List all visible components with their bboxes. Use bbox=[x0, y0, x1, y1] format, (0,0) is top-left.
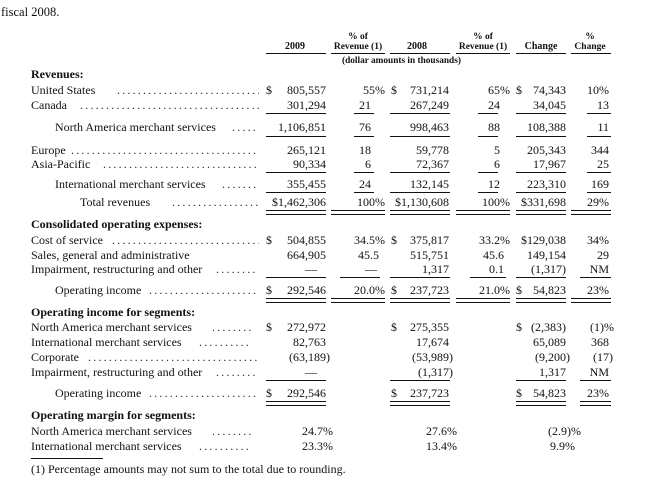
header-pct-revenue-2009: % of Revenue (1) bbox=[333, 32, 383, 52]
header-2009: 2009 bbox=[285, 41, 305, 52]
row-canada: Canada .................................… bbox=[31, 98, 609, 112]
row-segment-impairment: Impairment, restructuring and other ....… bbox=[31, 365, 609, 379]
row-international-merchant-services: International merchant services ....... … bbox=[55, 177, 609, 191]
row-margin-north-america: North America merchant services ........… bbox=[31, 424, 581, 438]
row-segment-corporate: Corporate ..............................… bbox=[31, 350, 613, 364]
row-margin-international: International merchant services ........… bbox=[31, 439, 575, 453]
row-total-revenues: Total revenues ................. $1,462,… bbox=[80, 195, 609, 209]
row-cost-of-service: Cost of service ........................… bbox=[31, 233, 609, 247]
row-segment-north-america: North America merchant services ........… bbox=[31, 320, 614, 334]
header-pct-revenue-2008: % of Revenue (1) bbox=[458, 32, 508, 52]
row-segment-international: International merchant services ........… bbox=[31, 335, 609, 349]
header-pct-change: % Change bbox=[574, 32, 606, 52]
units-note: (dollar amounts in thousands) bbox=[342, 56, 461, 66]
footnote: (1) Percentage amounts may not sum to th… bbox=[31, 462, 346, 476]
header-change: Change bbox=[524, 41, 558, 52]
section-segment-operating-income: Operating income for segments: bbox=[31, 305, 196, 319]
row-sales-general-administrative: Sales, general and administrative 664,90… bbox=[31, 248, 609, 262]
row-impairment-restructuring: Impairment, restructuring and other ....… bbox=[31, 262, 609, 276]
intro-line: fiscal 2008. bbox=[1, 5, 60, 19]
section-operating-expenses: Consolidated operating expenses: bbox=[31, 217, 203, 231]
section-revenues: Revenues: bbox=[31, 67, 84, 81]
row-asia-pacific: Asia-Pacific ...........................… bbox=[31, 157, 609, 171]
row-segment-operating-income: Operating income .......................… bbox=[55, 386, 609, 400]
row-north-america-merchant-services: North America merchant services ..... 1,… bbox=[55, 120, 609, 134]
row-united-states: United States ..........................… bbox=[31, 83, 609, 97]
row-europe: Europe .................................… bbox=[31, 143, 609, 157]
section-segment-operating-margin: Operating margin for segments: bbox=[31, 408, 196, 422]
row-operating-income: Operating income .......................… bbox=[55, 283, 609, 297]
header-2008: 2008 bbox=[407, 41, 427, 52]
